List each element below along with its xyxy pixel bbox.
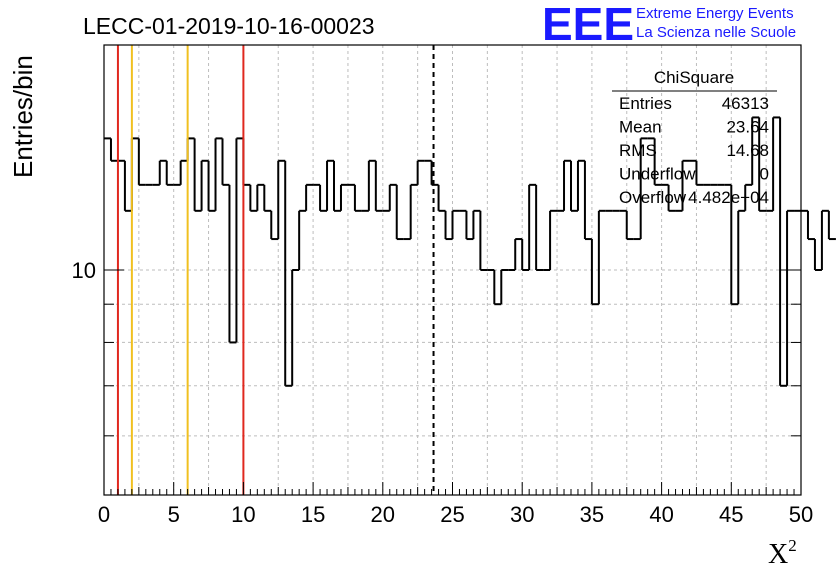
y-tick-label: 10 bbox=[72, 258, 96, 283]
x-tick-label: 40 bbox=[649, 502, 673, 527]
stats-label: Underflow bbox=[619, 165, 696, 184]
stats-value: 14.68 bbox=[726, 141, 769, 160]
stats-title: ChiSquare bbox=[654, 68, 734, 87]
chart-title: LECC-01-2019-10-16-00023 bbox=[83, 13, 375, 39]
x-tick-label: 5 bbox=[168, 502, 180, 527]
x-tick-label: 10 bbox=[231, 502, 255, 527]
eee-logo: EEE Extreme Energy Events La Scienza nel… bbox=[542, 0, 796, 50]
x-tick-label: 50 bbox=[789, 502, 813, 527]
x-tick-label: 15 bbox=[301, 502, 325, 527]
y-axis-label: Entries/bin bbox=[8, 55, 38, 178]
stats-label: RMS bbox=[619, 141, 657, 160]
x-tick-label: 45 bbox=[719, 502, 743, 527]
stats-label: Entries bbox=[619, 94, 672, 113]
stats-rows: Entries 46313 Mean 23.64 RMS 14.68 Underflow 0 O… bbox=[619, 94, 769, 207]
stats-value: 46313 bbox=[722, 94, 769, 113]
stats-label: Mean bbox=[619, 118, 662, 137]
histogram bbox=[104, 116, 836, 387]
x-axis-label: X2 bbox=[768, 536, 797, 570]
x-tick-label: 30 bbox=[510, 502, 534, 527]
x-tick-label: 0 bbox=[98, 502, 110, 527]
logo-line-1: Extreme Energy Events bbox=[636, 5, 794, 22]
x-tick-label: 20 bbox=[371, 502, 395, 527]
x-tick-label: 25 bbox=[440, 502, 464, 527]
y-axis-ticks: 10 bbox=[72, 44, 801, 437]
stats-value: 0 bbox=[760, 165, 769, 184]
logo-line-2: La Scienza nelle Scuole bbox=[636, 24, 796, 41]
grid-lines bbox=[104, 44, 801, 495]
logo-mark: EEE bbox=[542, 0, 634, 50]
x-axis-ticks: 0 5 10 15 20 25 30 35 40 45 50 bbox=[98, 482, 813, 527]
stats-label: Overflow bbox=[619, 188, 687, 207]
x-tick-label: 35 bbox=[580, 502, 604, 527]
stats-value: 4.482e+04 bbox=[688, 188, 769, 207]
stats-value: 23.64 bbox=[726, 118, 769, 137]
stats-box: ChiSquare Entries 46313 Mean 23.64 RMS 14.68 U… bbox=[612, 68, 777, 207]
